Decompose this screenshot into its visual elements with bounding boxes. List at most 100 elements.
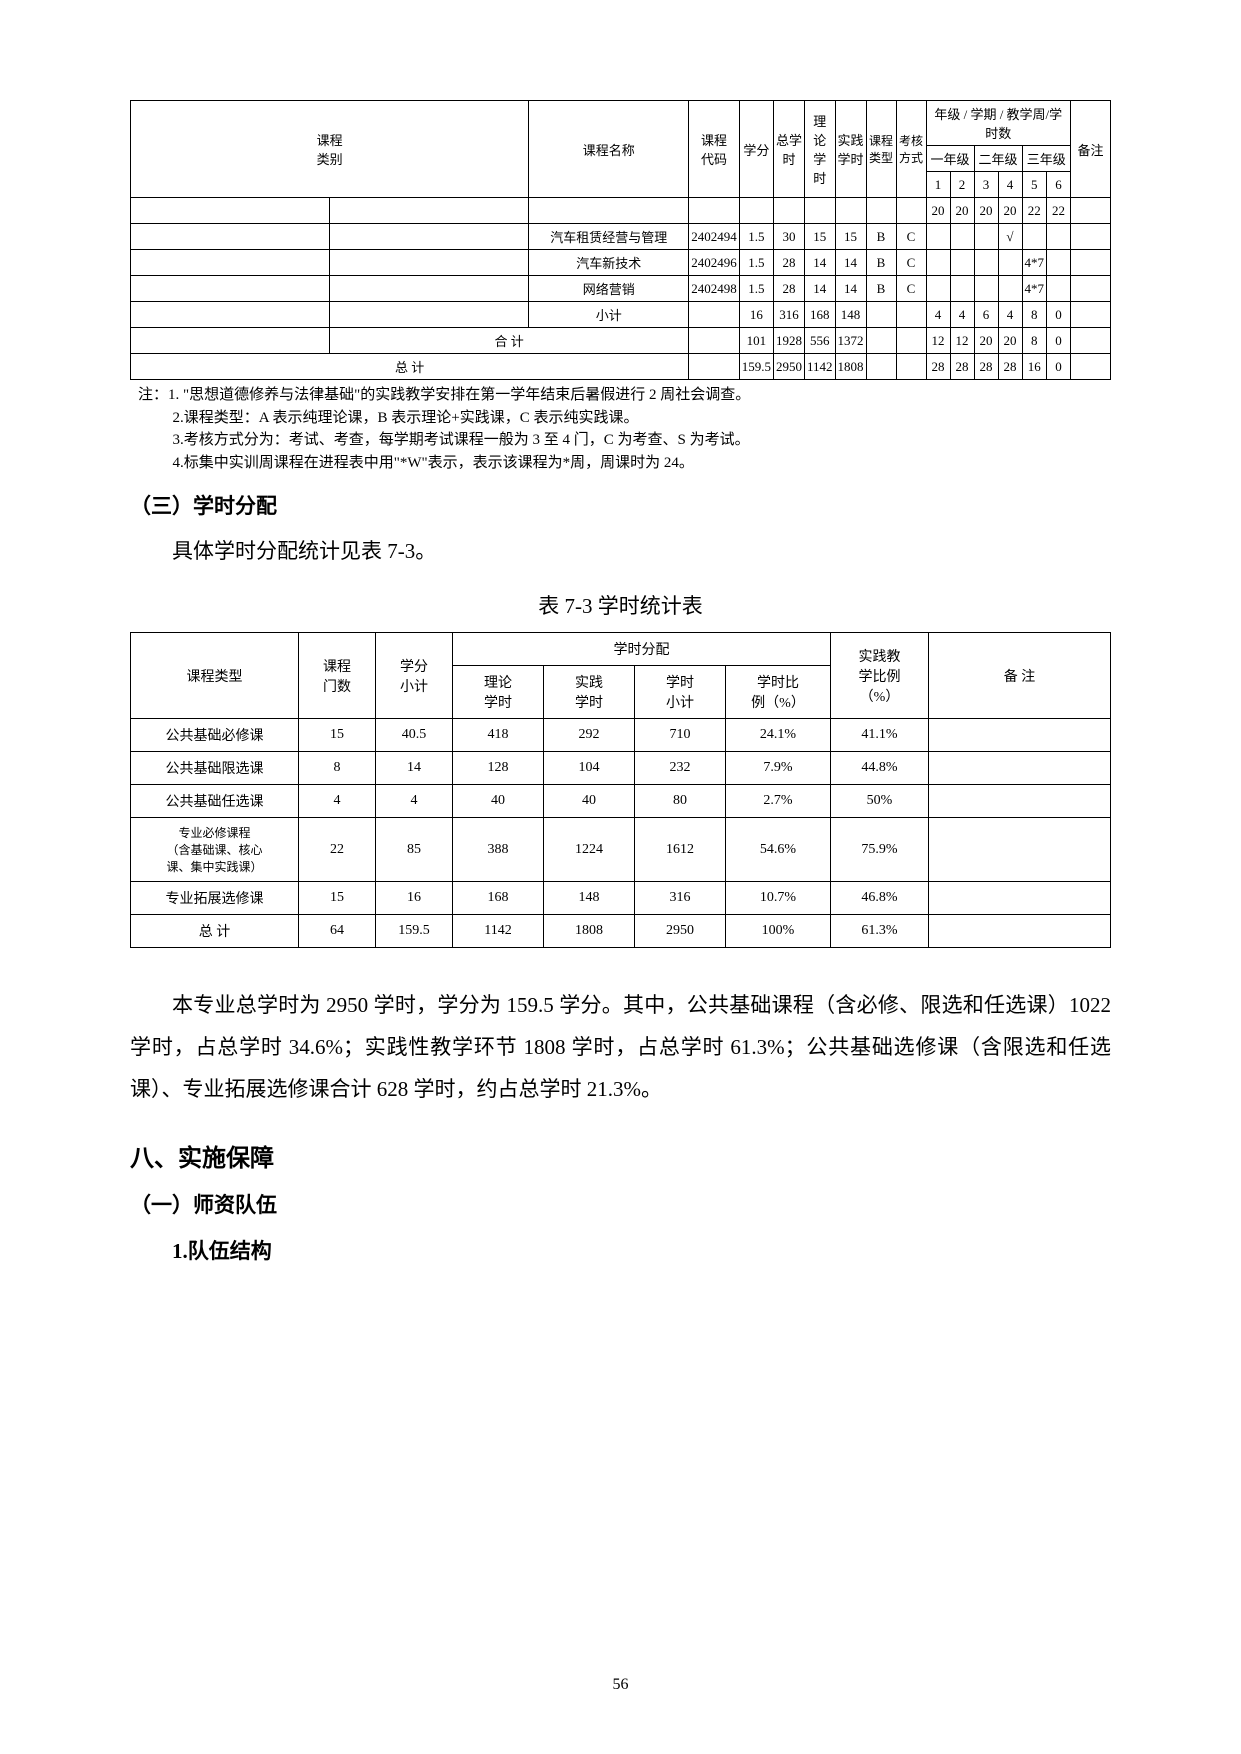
t2h-practice: 实践 学时 bbox=[544, 666, 635, 719]
course-total: 28 bbox=[773, 250, 804, 276]
stats-subtotal: 80 bbox=[635, 785, 726, 818]
stats-ratio: 10.7% bbox=[726, 882, 831, 915]
course-theory: 14 bbox=[804, 276, 835, 302]
col-practice: 实践 学时 bbox=[835, 101, 866, 198]
course-total: 28 bbox=[773, 276, 804, 302]
course-total: 30 bbox=[773, 224, 804, 250]
stats-ratio: 100% bbox=[726, 915, 831, 948]
stats-type: 公共基础必修课 bbox=[131, 719, 299, 752]
course-sem5: 4*7 bbox=[1022, 276, 1047, 302]
stats-theory: 128 bbox=[453, 752, 544, 785]
course-type: B bbox=[866, 224, 896, 250]
stats-pratio: 44.8% bbox=[831, 752, 929, 785]
zongji-total: 2950 bbox=[773, 354, 804, 380]
subtotal-practice: 148 bbox=[835, 302, 866, 328]
subtotal-credit: 16 bbox=[739, 302, 773, 328]
stats-subtotal: 2950 bbox=[635, 915, 726, 948]
subtotal-v1: 4 bbox=[950, 302, 974, 328]
course-sem1 bbox=[926, 250, 950, 276]
cell-empty bbox=[689, 198, 740, 224]
course-type: B bbox=[866, 276, 896, 302]
stats-credit: 40.5 bbox=[376, 719, 453, 752]
stats-practice: 104 bbox=[544, 752, 635, 785]
stats-type: 公共基础限选课 bbox=[131, 752, 299, 785]
subtotal-v3: 4 bbox=[998, 302, 1022, 328]
t2h-pratio: 实践教 学比例 （%） bbox=[831, 633, 929, 719]
year1: 一年级 bbox=[926, 146, 974, 172]
stats-ratio: 24.1% bbox=[726, 719, 831, 752]
cell-empty bbox=[835, 198, 866, 224]
paragraph-summary: 本专业总学时为 2950 学时，学分为 159.5 学分。其中，公共基础课程（含… bbox=[130, 984, 1111, 1110]
course-credit: 1.5 bbox=[739, 224, 773, 250]
course-sem3 bbox=[974, 224, 998, 250]
course-sem2 bbox=[950, 250, 974, 276]
page-number: 56 bbox=[0, 1676, 1241, 1694]
zongji-name: 总 计 bbox=[131, 354, 689, 380]
subtotal-v0: 4 bbox=[926, 302, 950, 328]
zongji-v0: 28 bbox=[926, 354, 950, 380]
weeks4: 20 bbox=[998, 198, 1022, 224]
course-assess: C bbox=[896, 224, 926, 250]
stats-credit: 14 bbox=[376, 752, 453, 785]
stats-remark bbox=[929, 915, 1111, 948]
zongji-v2: 28 bbox=[974, 354, 998, 380]
t2h-courses: 课程 门数 bbox=[299, 633, 376, 719]
heji-v3: 20 bbox=[998, 328, 1022, 354]
col-category: 课程 类别 bbox=[131, 101, 529, 198]
weeks1: 20 bbox=[926, 198, 950, 224]
sem5: 5 bbox=[1022, 172, 1047, 198]
sem6: 6 bbox=[1047, 172, 1071, 198]
heji-name: 合 计 bbox=[330, 328, 689, 354]
heji-v0: 12 bbox=[926, 328, 950, 354]
zongji-row: 总 计 159.5 2950 1142 1808 28 28 28 28 16 … bbox=[131, 354, 1111, 380]
course-remark bbox=[1071, 276, 1111, 302]
stats-row: 公共基础限选课8141281042327.9%44.8% bbox=[131, 752, 1111, 785]
course-practice: 14 bbox=[835, 276, 866, 302]
subtotal-theory: 168 bbox=[804, 302, 835, 328]
heji-row: 合 计 101 1928 556 1372 12 12 20 20 8 0 bbox=[131, 328, 1111, 354]
stats-pratio: 50% bbox=[831, 785, 929, 818]
course-sem2 bbox=[950, 276, 974, 302]
cell-empty bbox=[866, 198, 896, 224]
note2: 2.课程类型：A 表示纯理论课，B 表示理论+实践课，C 表示纯实践课。 bbox=[138, 407, 1111, 430]
course-name: 网络营销 bbox=[529, 276, 689, 302]
col-years: 年级 / 学期 / 教学周/学时数 bbox=[926, 101, 1071, 146]
stats-remark bbox=[929, 818, 1111, 882]
subtotal-name: 小计 bbox=[529, 302, 689, 328]
zongji-v1: 28 bbox=[950, 354, 974, 380]
hours-statistics-table: 课程类型 课程 门数 学分 小计 学时分配 实践教 学比例 （%） 备 注 理论… bbox=[130, 632, 1111, 948]
course-schedule-table: 课程 类别 课程名称 课程 代码 学分 总学 时 理论 学时 实践 学时 课程 … bbox=[130, 100, 1111, 380]
cell-empty bbox=[529, 198, 689, 224]
stats-row: 专业必修课程 （含基础课、核心 课、集中实践课）2285388122416125… bbox=[131, 818, 1111, 882]
cat-empty2 bbox=[330, 198, 529, 224]
col-assess: 考核 方式 bbox=[896, 101, 926, 198]
t2h-remark: 备 注 bbox=[929, 633, 1111, 719]
stats-ratio: 2.7% bbox=[726, 785, 831, 818]
sem4: 4 bbox=[998, 172, 1022, 198]
stats-type: 专业必修课程 （含基础课、核心 课、集中实践课） bbox=[131, 818, 299, 882]
weeks2: 20 bbox=[950, 198, 974, 224]
col-code: 课程 代码 bbox=[689, 101, 740, 198]
course-sem6 bbox=[1047, 276, 1071, 302]
course-credit: 1.5 bbox=[739, 250, 773, 276]
heji-theory: 556 bbox=[804, 328, 835, 354]
zongji-v5: 0 bbox=[1047, 354, 1071, 380]
course-name: 汽车新技术 bbox=[529, 250, 689, 276]
cell-empty bbox=[804, 198, 835, 224]
stats-pratio: 61.3% bbox=[831, 915, 929, 948]
section-3-heading: （三）学时分配 bbox=[130, 490, 1111, 520]
stats-row: 专业拓展选修课151616814831610.7%46.8% bbox=[131, 882, 1111, 915]
course-theory: 14 bbox=[804, 250, 835, 276]
stats-pratio: 41.1% bbox=[831, 719, 929, 752]
intro-line: 具体学时分配统计见表 7-3。 bbox=[130, 530, 1111, 572]
course-sem5 bbox=[1022, 224, 1047, 250]
subtotal-row: 小计 16 316 168 148 4 4 6 4 8 0 bbox=[131, 302, 1111, 328]
course-code: 2402498 bbox=[689, 276, 740, 302]
stats-practice: 292 bbox=[544, 719, 635, 752]
stats-row: 公共基础必修课1540.541829271024.1%41.1% bbox=[131, 719, 1111, 752]
stats-pratio: 75.9% bbox=[831, 818, 929, 882]
course-sem4: √ bbox=[998, 224, 1022, 250]
zongji-v4: 16 bbox=[1022, 354, 1047, 380]
section-8-1-1-heading: 1.队伍结构 bbox=[130, 1235, 1111, 1265]
course-sem3 bbox=[974, 250, 998, 276]
